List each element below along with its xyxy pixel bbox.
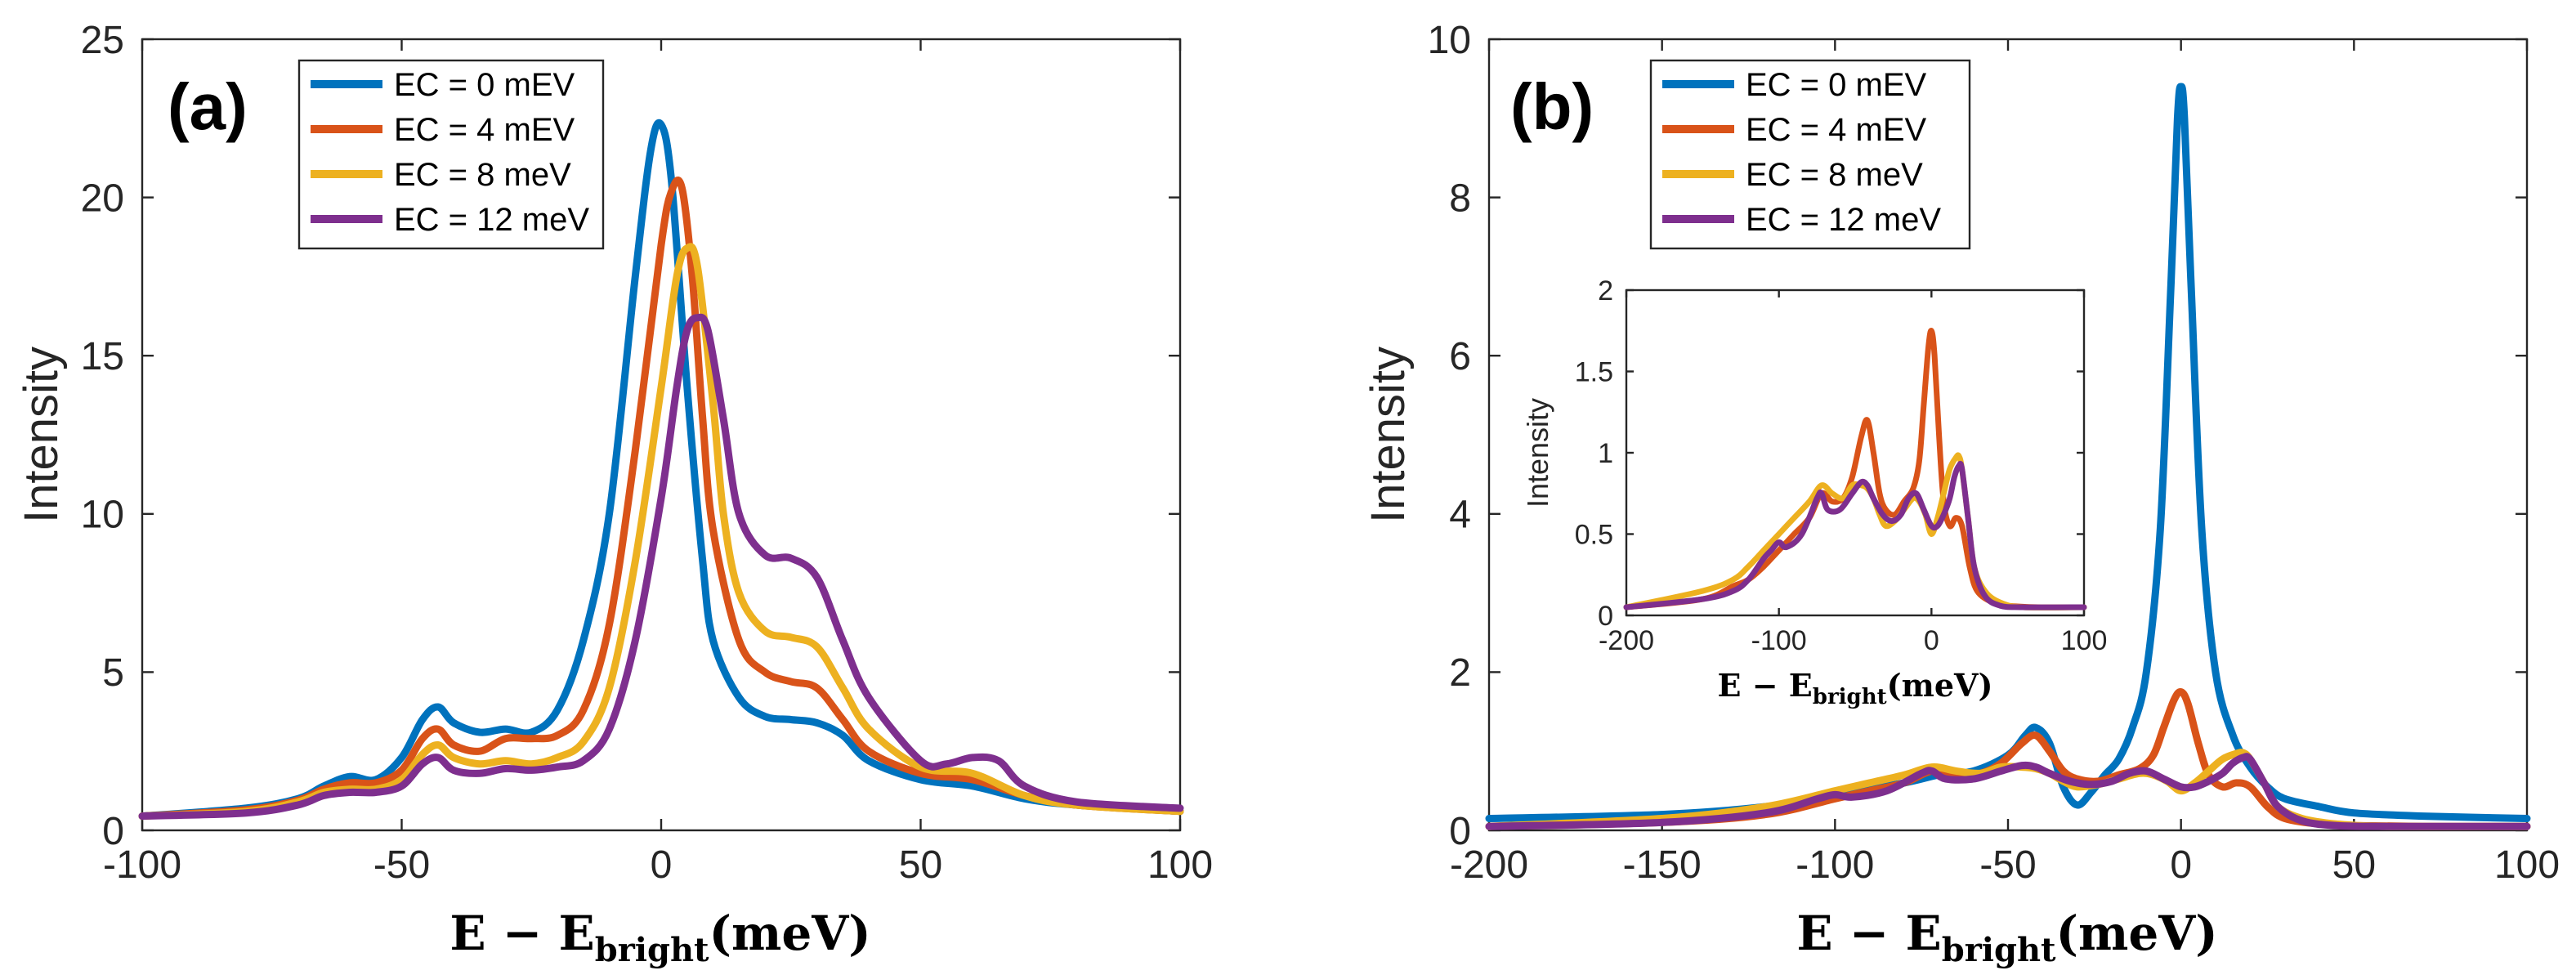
panel-b-ytick-label-1: 2 (1449, 651, 1471, 695)
panel-a-series (138, 119, 1184, 821)
panel-b-xtick-label-6: 100 (2494, 843, 2560, 887)
panel-a-ylabel: Intensity (15, 347, 68, 523)
panel-b-xtick-label-4: 0 (2170, 843, 2192, 887)
panel-a-legend-label-4: EC = 12 meV (394, 202, 589, 238)
panel-a-xtick-label-1: -50 (373, 843, 430, 887)
panel-a-ytick-label-3: 15 (81, 335, 124, 378)
panel-a-label: (a) (168, 70, 248, 143)
panel-a-ytick-label-4: 20 (81, 177, 124, 220)
panel-a-xlabel-sub: bright (595, 931, 709, 969)
panel-b-xtick-label-2: -100 (1796, 843, 1874, 887)
panel-b-legend-label-1: EC = 0 mEV (1746, 67, 1927, 103)
panel-b-xtick-label-0: -200 (1450, 843, 1528, 887)
panel-a: -100 -50 0 50 100 0 5 10 15 20 25 (a) Intensity E … (15, 19, 1213, 969)
panel-a-legend-label-3: EC = 8 meV (394, 157, 571, 193)
panel-a-xtick-label-4: 100 (1147, 843, 1213, 887)
svg-text:E − Ebright(meV): E − Ebright(meV) (449, 906, 870, 969)
panel-b-inset-xtick-label-2: 0 (1924, 625, 1939, 656)
panel-b-xlabel-sub: bright (1942, 931, 2056, 969)
panel-a-legend: EC = 0 mEV EC = 4 mEV EC = 8 meV EC = 12… (297, 59, 605, 250)
panel-b-xtick-label-1: -150 (1623, 843, 1702, 887)
panel-b-legend-label-4: EC = 12 meV (1746, 202, 1941, 238)
panel-a-ytick-label-0: 0 (102, 810, 124, 853)
panel-a-xlabel-main: E − E (449, 906, 594, 961)
panel-b-label: (b) (1510, 70, 1594, 143)
panel-b-xtick-label-5: 50 (2332, 843, 2376, 887)
panel-a-series-1 (138, 119, 1184, 821)
panel-b-inset-xlabel-sub: bright (1813, 685, 1887, 709)
panel-b-inset-xtick-label-0: -200 (1599, 625, 1654, 656)
panel-a-xtick-label-0: -100 (103, 843, 181, 887)
panel-b-ylabel: Intensity (1362, 347, 1415, 523)
panel-b-inset-xlabel: E − Ebright(meV) (1718, 667, 1993, 709)
panel-b-inset-ytick-label-0: 0 (1598, 601, 1613, 632)
panel-b-xlabel: E − Ebright(meV) (1796, 906, 2217, 969)
panel-b-ytick-label-4: 8 (1449, 177, 1471, 220)
panel-b-series (1485, 83, 2531, 830)
panel-b-ytick-label-5: 10 (1428, 19, 1471, 62)
panel-b-inset-ytick-label-2: 1 (1598, 438, 1613, 469)
panel-b-ytick-label-2: 4 (1449, 494, 1471, 537)
panel-a-ytick-label-5: 25 (81, 19, 124, 62)
panel-a-series-2 (138, 177, 1184, 821)
panel-b-xtick-label-3: -50 (1979, 843, 2036, 887)
panel-b-inset-xtick-label-3: 100 (2061, 625, 2108, 656)
panel-b-inset-ytick-label-4: 2 (1598, 275, 1613, 306)
panel-a-xtick-label-3: 50 (899, 843, 942, 887)
panel-b-inset-series-1 (1623, 328, 2087, 610)
panel-a-ticks: -100 -50 0 50 100 0 5 10 15 20 25 (81, 19, 1213, 887)
panel-b-inset: -200 -100 0 100 0 0.5 1 1.5 2 Intensity E − Ebri… (1521, 275, 2107, 709)
panel-b-legend-label-2: EC = 4 mEV (1746, 112, 1927, 148)
panel-a-xtick-label-2: 0 (651, 843, 673, 887)
panel-a-axes-frame (141, 38, 1182, 832)
panel-b-series-4 (1485, 753, 2531, 830)
panel-b-ytick-label-3: 6 (1449, 335, 1471, 378)
panel-b-inset-series-3 (1623, 460, 2087, 610)
panel-a-ytick-label-1: 5 (102, 651, 124, 695)
panel-b-inset-ylabel: Intensity (1521, 398, 1554, 508)
panel-a-ytick-label-2: 10 (81, 494, 124, 537)
panel-a-series-3 (138, 243, 1184, 821)
panel-b-inset-xlabel-unit: (meV) (1887, 667, 1993, 704)
panel-a-xlabel-unit: (meV) (709, 906, 871, 961)
panel-b-series-2 (1485, 688, 2531, 830)
panel-b-inset-ytick-label-1: 0.5 (1575, 519, 1613, 550)
panel-b-legend: EC = 0 mEV EC = 4 mEV EC = 8 meV EC = 12… (1649, 59, 1971, 250)
panel-b-inset-xtick-label-1: -100 (1751, 625, 1807, 656)
svg-text:E − Ebright(meV): E − Ebright(meV) (1796, 906, 2217, 969)
panel-a-xlabel: E − Ebright(meV) (449, 906, 870, 969)
panel-b-xlabel-main: E − E (1796, 906, 1941, 961)
panel-b-inset-ytick-label-3: 1.5 (1575, 356, 1613, 387)
panel-b-legend-label-3: EC = 8 meV (1746, 157, 1923, 193)
panel-b-inset-ticks: -200 -100 0 100 0 0.5 1 1.5 2 (1575, 275, 2108, 656)
panel-b-xlabel-unit: (meV) (2056, 906, 2218, 961)
panel-b-ytick-label-0: 0 (1449, 810, 1471, 853)
panel-a-legend-label-2: EC = 4 mEV (394, 112, 575, 148)
panel-b-inset-series (1623, 328, 2087, 610)
panel-b-inset-xlabel-main: E − E (1718, 667, 1813, 704)
panel-a-legend-label-1: EC = 0 mEV (394, 67, 575, 103)
panel-a-series-4 (138, 313, 1184, 821)
